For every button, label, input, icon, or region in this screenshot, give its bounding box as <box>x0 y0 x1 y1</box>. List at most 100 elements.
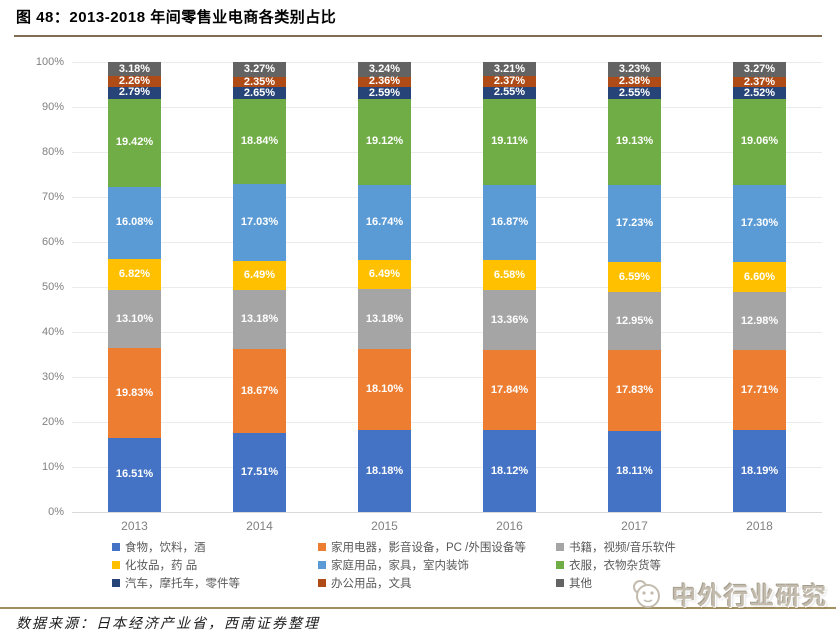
y-tick-label: 20% <box>41 416 64 428</box>
bar-segment: 6.49% <box>358 260 411 290</box>
bar-segment: 3.24% <box>358 62 411 77</box>
bar-segment-value: 3.23% <box>618 62 651 75</box>
legend-item: 书籍，视频/音乐软件 <box>556 538 824 556</box>
bar-segment-value: 2.55% <box>493 86 526 99</box>
bar-segment-value: 13.36% <box>490 313 529 326</box>
x-axis: 2013 2014 2015 2016 2017 2018 <box>72 519 822 533</box>
gridline <box>72 287 822 288</box>
bar-segment-value: 3.27% <box>743 62 776 75</box>
stacked-bar-2014: 17.51% 18.67% 13.18% 6.49% 17.03% 18.84% 2.65%… <box>233 62 286 512</box>
bar-segment: 6.49% <box>233 260 286 290</box>
bar-segment-value: 16.08% <box>115 216 154 229</box>
bar-segment-value: 17.71% <box>740 383 779 396</box>
bar-segment: 18.11% <box>608 430 661 512</box>
y-tick-label: 70% <box>41 191 64 203</box>
bar-segment: 6.59% <box>608 262 661 293</box>
bar-segment: 19.13% <box>608 98 661 185</box>
bar-segment-value: 19.83% <box>115 386 154 399</box>
bar-segment-value: 18.11% <box>616 464 653 477</box>
title-divider <box>14 35 822 37</box>
bar-segment-value: 3.27% <box>243 62 276 75</box>
stacked-bar-2016: 18.12% 17.84% 13.36% 6.58% 16.87% 19.11% 2.55%… <box>483 62 536 512</box>
bar-segment: 17.30% <box>733 184 786 263</box>
brand-name: 中外行业研究 <box>672 583 828 610</box>
bar-segment-value: 16.74% <box>365 216 404 229</box>
bar-segment: 2.55% <box>608 87 661 99</box>
legend-swatch-icon <box>112 543 120 551</box>
bar-segment: 17.71% <box>733 350 786 431</box>
bar-segment: 19.06% <box>733 98 786 185</box>
stacked-bar-2017: 18.11% 17.83% 12.95% 6.59% 17.23% 19.13% 2.55%… <box>608 62 661 512</box>
y-tick-label: 80% <box>41 146 64 158</box>
bar-segment: 2.35% <box>233 75 286 88</box>
bar-segment-value: 2.52% <box>743 86 776 99</box>
bar-segment-value: 18.19% <box>740 464 779 477</box>
plot-area: 16.51% 19.83% 13.10% 6.82% 16.08% 19.42% 2.79%… <box>72 62 822 512</box>
gridline <box>72 512 822 513</box>
bar-segment: 17.84% <box>483 350 536 431</box>
y-tick-label: 40% <box>41 326 64 338</box>
bar-segment: 19.42% <box>108 99 161 187</box>
bar-segment: 17.03% <box>233 184 286 261</box>
bar-segment: 12.95% <box>608 292 661 351</box>
bar-segment: 13.36% <box>483 290 536 351</box>
bar-segment: 2.52% <box>733 86 786 99</box>
bar-segment-value: 6.49% <box>243 268 276 281</box>
legend-label: 书籍，视频/音乐软件 <box>569 542 676 554</box>
bar-segment-value: 18.18% <box>365 464 404 477</box>
bar-segment-value: 6.82% <box>118 267 151 280</box>
bar-segment: 2.37% <box>733 75 786 88</box>
y-tick-label: 50% <box>41 281 64 293</box>
bar-segment: 18.18% <box>358 430 411 512</box>
bar-segment: 3.18% <box>108 62 161 77</box>
bar-segment: 3.21% <box>483 62 536 77</box>
bar-segment-value: 18.84% <box>240 135 279 148</box>
legend-item: 衣服，衣物杂货等 <box>556 556 824 574</box>
bar-segment: 18.10% <box>358 348 411 431</box>
bar-segment-value: 2.59% <box>368 86 401 99</box>
bar-segment-value: 17.51% <box>240 466 279 479</box>
legend-label: 化妆品，药 品 <box>125 560 198 572</box>
bar-segment-value: 18.67% <box>240 384 279 397</box>
bar-segment: 6.82% <box>108 258 161 290</box>
bar-segment: 16.74% <box>358 184 411 261</box>
brand-watermark: 中外行业研究 <box>630 576 828 611</box>
bar-segment-value: 16.87% <box>490 216 529 229</box>
gridline <box>72 152 822 153</box>
bar-segment-value: 2.35% <box>243 75 276 88</box>
source-note: 数据来源：日本经济产业省，西南证券整理 <box>16 617 320 632</box>
bar-segment-value: 2.36% <box>368 75 401 88</box>
x-tick-label: 2013 <box>121 519 148 533</box>
legend-swatch-icon <box>556 579 564 587</box>
y-tick-label: 30% <box>41 371 64 383</box>
y-tick-label: 0% <box>48 506 64 518</box>
legend-label: 家庭用品，家具，室内装饰 <box>331 560 469 572</box>
legend-label: 家用电器，影音设备，PC /外围设备等 <box>331 542 526 554</box>
legend-label: 汽车，摩托车，零件等 <box>125 578 240 590</box>
bar-segment-value: 6.49% <box>368 268 401 281</box>
bar-segment-value: 3.21% <box>493 62 526 75</box>
footer-divider <box>0 607 836 609</box>
bar-segment: 6.58% <box>483 260 536 291</box>
bar-segment-value: 17.30% <box>740 216 779 229</box>
bar-segment: 2.65% <box>233 86 286 100</box>
gridline <box>72 197 822 198</box>
legend-swatch-icon <box>556 561 564 569</box>
plot-gridlines <box>72 62 822 513</box>
bar-segment-value: 13.18% <box>365 312 404 325</box>
bar-segment-value: 2.37% <box>743 75 776 88</box>
bar-segment-value: 13.18% <box>240 313 279 326</box>
bar-segment: 18.19% <box>733 430 786 512</box>
bar-segment-value: 17.84% <box>490 383 529 396</box>
x-tick-label: 2018 <box>746 519 773 533</box>
legend-item: 化妆品，药 品 <box>112 556 318 574</box>
chart-legend: 食物，饮料，酒 家用电器，影音设备，PC /外围设备等 书籍，视频/音乐软件 化妆品，… <box>112 538 824 592</box>
bar-segment-value: 2.65% <box>243 86 276 99</box>
bar-segment-value: 19.11% <box>491 135 528 148</box>
bar-segment-value: 17.83% <box>615 383 654 396</box>
gridline <box>72 467 822 468</box>
bar-segment: 19.83% <box>108 348 161 438</box>
bar-segment: 18.84% <box>233 99 286 185</box>
bar-segment: 18.12% <box>483 430 536 512</box>
bar-segment: 13.10% <box>108 289 161 349</box>
